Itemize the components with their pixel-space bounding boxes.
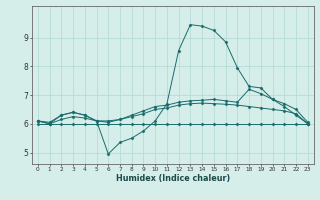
X-axis label: Humidex (Indice chaleur): Humidex (Indice chaleur) [116, 174, 230, 183]
